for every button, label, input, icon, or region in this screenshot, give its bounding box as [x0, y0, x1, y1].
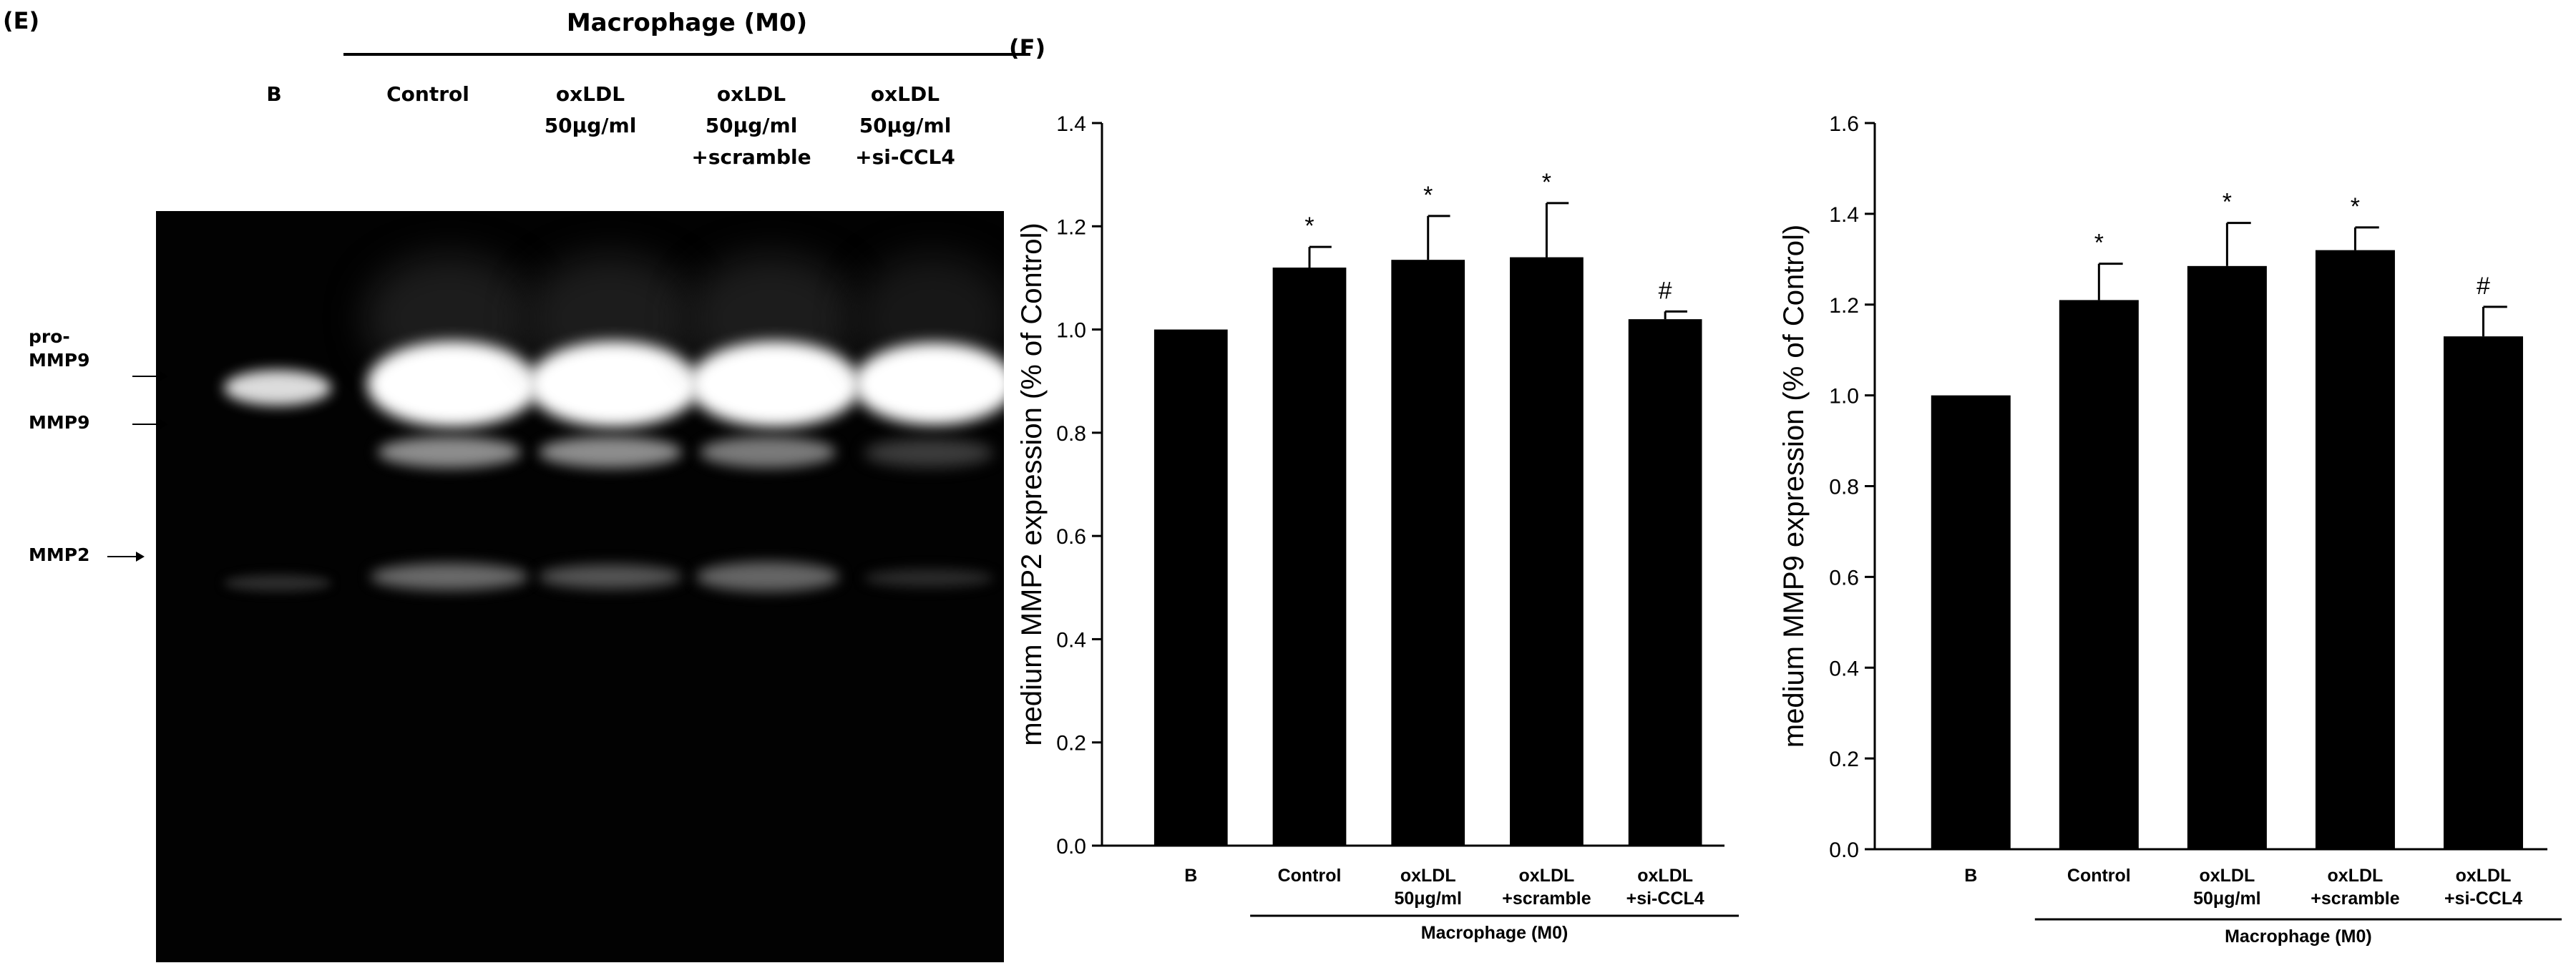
- y-tick-label: 0.8: [1829, 476, 1859, 499]
- bar: [1153, 329, 1228, 846]
- x-tick-label: 50μg/ml: [2193, 889, 2261, 909]
- band-control-mmp2: [371, 563, 528, 590]
- panel-f-letter: (F): [1009, 34, 1046, 62]
- y-tick-label: 1.0: [1056, 319, 1086, 343]
- y-tick-label: 1.2: [1056, 215, 1086, 239]
- significance-mark: *: [1423, 182, 1433, 209]
- bar: [1272, 268, 1347, 846]
- marker-pro-mmp9-line2: MMP9: [29, 349, 90, 371]
- gel-lane-label-4-line-2: 50μg/ml: [705, 114, 798, 137]
- y-tick-label: 1.4: [1056, 112, 1086, 136]
- y-tick-label: 1.0: [1829, 385, 1859, 409]
- band-control-mmp9: [378, 436, 521, 468]
- x-tick-label: oxLDL: [2199, 866, 2255, 886]
- gel-lane-label-2: Control: [342, 79, 514, 110]
- x-tick-label: oxLDL: [1637, 866, 1693, 886]
- group-label: Macrophage (M0): [1421, 923, 1568, 943]
- x-tick-label: oxLDL: [1519, 866, 1575, 886]
- band-siccl4-mmp9: [864, 439, 993, 467]
- bar: [1931, 395, 2011, 849]
- x-tick-label: 50μg/ml: [1394, 889, 1462, 909]
- zymography-gel: [156, 211, 1004, 962]
- x-tick-label: oxLDL: [1400, 866, 1456, 886]
- y-axis-label: medium MMP2 expression (% of Control): [1016, 223, 1048, 745]
- band-b-mmp2: [224, 574, 331, 592]
- bar: [2059, 300, 2139, 849]
- bar: [1510, 257, 1584, 846]
- significance-mark: *: [2223, 189, 2232, 216]
- gel-lane-label-2-line-1: Control: [386, 82, 469, 106]
- significance-mark: *: [1304, 212, 1314, 240]
- group-label: Macrophage (M0): [2225, 926, 2372, 947]
- x-tick-label: +scramble: [1502, 889, 1591, 909]
- bar: [1628, 319, 1702, 846]
- y-tick-label: 0.0: [1056, 835, 1086, 859]
- bar: [2315, 250, 2395, 849]
- gel-lane-label-5-line-2: 50μg/ml: [859, 114, 952, 137]
- x-tick-label: oxLDL: [2328, 866, 2384, 886]
- marker-pro-mmp9-line1: pro-: [29, 326, 70, 347]
- band-scramble-pro-mmp9: [689, 341, 861, 427]
- bar: [2443, 336, 2523, 849]
- band-siccl4-mmp2: [864, 569, 993, 587]
- marker-pro-mmp9: pro- MMP9: [29, 326, 89, 372]
- x-tick-label: Control: [2067, 866, 2131, 886]
- band-scramble-mmp2: [696, 562, 839, 592]
- gel-group-line: [343, 53, 1030, 56]
- x-tick-label: oxLDL: [2456, 866, 2512, 886]
- band-oxldl-mmp2: [539, 564, 682, 589]
- significance-mark: *: [1542, 169, 1551, 196]
- gel-lane-label-3-line-2: 50μg/ml: [544, 114, 637, 137]
- y-tick-label: 0.2: [1829, 748, 1859, 771]
- gel-group-header: Macrophage (M0): [566, 9, 808, 37]
- band-control-pro-mmp9: [367, 341, 539, 427]
- y-tick-label: 1.2: [1829, 294, 1859, 318]
- gel-lane-label-5: oxLDL 50μg/ml +si-CCL4: [819, 79, 991, 173]
- y-tick-label: 0.4: [1056, 628, 1086, 652]
- gel-lane-label-1-line-1: B: [266, 82, 282, 106]
- gel-lane-label-5-line-3: +si-CCL4: [855, 145, 955, 169]
- band-siccl4-pro-mmp9: [854, 343, 1004, 425]
- y-tick-label: 0.8: [1056, 422, 1086, 446]
- gel-lane-label-1: B: [188, 79, 360, 110]
- bar: [1391, 260, 1465, 846]
- gel-lane-label-4-line-1: oxLDL: [716, 82, 786, 106]
- band-oxldl-mmp9: [539, 436, 682, 468]
- bar: [2187, 265, 2267, 849]
- band-scramble-mmp9: [700, 436, 836, 468]
- mmp9-bar-chart: 0.0 0.2 0.4 0.6 0.8 1.0 1.2 1.4 1.6 medium MMP9 e…: [1778, 112, 2562, 947]
- x-tick-label: +si-CCL4: [2444, 889, 2522, 909]
- significance-mark: *: [2094, 230, 2104, 257]
- y-tick-label: 0.6: [1829, 566, 1859, 590]
- y-tick-label: 1.6: [1829, 112, 1859, 136]
- y-tick-label: 0.2: [1056, 732, 1086, 755]
- y-tick-label: 0.4: [1829, 657, 1859, 680]
- arrow-pro-mmp9: [132, 371, 168, 381]
- band-oxldl-pro-mmp9: [528, 341, 700, 427]
- significance-mark: *: [2351, 193, 2360, 220]
- marker-mmp9: MMP9: [29, 412, 90, 433]
- x-tick-label: +scramble: [2311, 889, 2399, 909]
- panel-e-letter: (E): [3, 7, 40, 34]
- y-axis-label: medium MMP9 expression (% of Control): [1778, 225, 1810, 748]
- y-tick-label: 1.4: [1829, 203, 1859, 227]
- significance-mark: #: [2477, 273, 2490, 300]
- band-b-pro-mmp9: [224, 370, 331, 406]
- gel-lane-label-5-line-1: oxLDL: [870, 82, 940, 106]
- gel-lane-label-3-line-1: oxLDL: [555, 82, 625, 106]
- significance-mark: #: [1659, 277, 1672, 304]
- x-tick-label: Control: [1278, 866, 1342, 886]
- marker-mmp2: MMP2: [29, 544, 90, 565]
- arrow-mmp2: [107, 552, 145, 562]
- y-tick-label: 0.0: [1829, 838, 1859, 862]
- gel-lane-label-4-line-3: +scramble: [691, 145, 811, 169]
- x-tick-label: B: [1184, 866, 1197, 886]
- mmp2-bar-chart: 0.0 0.2 0.4 0.6 0.8 1.0 1.2 1.4 medium MMP2 expr…: [1016, 112, 1739, 943]
- gel-lane-label-4: oxLDL 50μg/ml +scramble: [665, 79, 837, 173]
- gel-lane-label-3: oxLDL 50μg/ml: [504, 79, 676, 142]
- x-tick-label: +si-CCL4: [1626, 889, 1704, 909]
- x-tick-label: B: [1964, 866, 1977, 886]
- arrow-mmp9: [132, 419, 168, 429]
- y-tick-label: 0.6: [1056, 525, 1086, 549]
